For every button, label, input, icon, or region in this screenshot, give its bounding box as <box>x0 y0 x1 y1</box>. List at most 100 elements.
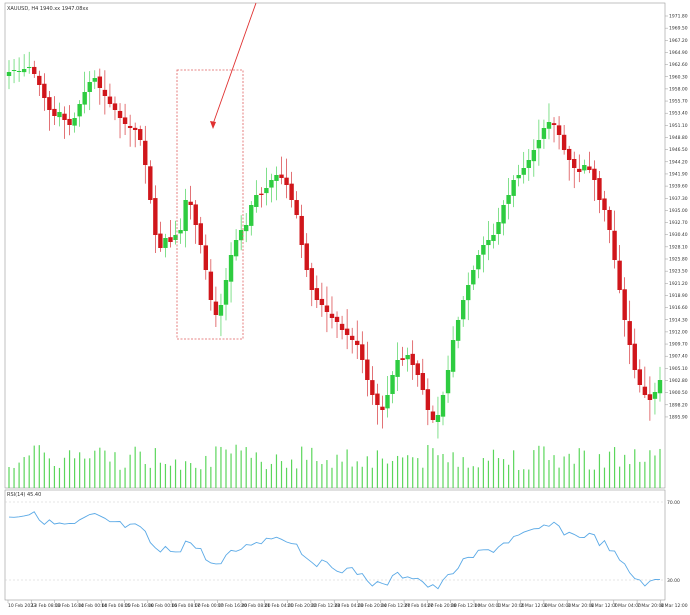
candle-body <box>612 230 617 260</box>
time-tick-label: 3 Mar 20:00 <box>567 603 594 609</box>
candle-body <box>572 158 577 168</box>
price-tick-label: 1937.30 <box>669 196 688 202</box>
candle-body <box>582 165 587 171</box>
candle-body <box>506 195 511 204</box>
candle-body <box>622 289 627 320</box>
candle-body <box>647 394 653 400</box>
candle-body <box>380 406 385 410</box>
rsi-panel-frame <box>4 489 666 601</box>
candle-body <box>481 245 486 255</box>
time-tick-label: 20 Feb 08:00 <box>241 603 271 609</box>
time-tick-label: 7 Mar 20:00 <box>637 603 664 609</box>
candle-body <box>365 359 370 380</box>
candle-body <box>496 222 501 235</box>
candle-body <box>511 180 516 196</box>
volume-histogram <box>8 444 661 488</box>
candle-body <box>501 205 506 224</box>
candle-body <box>117 110 123 118</box>
price-tick-label: 1898.20 <box>669 402 688 408</box>
price-tick-label: 1946.50 <box>669 147 688 153</box>
rsi-level-label-70: 70.00 <box>667 500 680 506</box>
candle-body <box>203 245 209 270</box>
candle-body <box>132 127 138 130</box>
candle-body <box>87 82 92 92</box>
candle-body <box>158 233 163 248</box>
price-tick-label: 1951.10 <box>669 123 688 129</box>
main-panel-frame <box>4 2 666 489</box>
candle-body <box>400 358 405 360</box>
candle-body <box>289 183 294 200</box>
selection-rectangle[interactable] <box>176 69 244 340</box>
candle-body <box>21 69 27 73</box>
time-tick-label: 22 Feb 12:00 <box>311 603 341 609</box>
candle-body <box>430 411 436 420</box>
candle-body <box>450 340 456 372</box>
candle-body <box>577 168 582 172</box>
candle-body <box>47 97 52 110</box>
price-tick-label: 1969.50 <box>669 26 688 32</box>
price-tick-label: 1914.30 <box>669 317 688 323</box>
price-tick-label: 1928.10 <box>669 244 688 250</box>
candle-body <box>375 393 380 405</box>
time-tick-label: 23 Feb 04:00 <box>334 603 364 609</box>
price-tick-label: 1953.40 <box>669 111 688 117</box>
candle-body <box>198 223 203 245</box>
candle-body <box>208 271 214 300</box>
candle-body <box>32 66 37 74</box>
candle-body <box>551 123 557 125</box>
candle-body <box>385 395 390 409</box>
candle-body <box>546 122 552 129</box>
candle-body <box>264 188 269 194</box>
time-tick-label: 17 Feb 00:00 <box>194 603 224 609</box>
candle-body <box>274 175 279 181</box>
candle-body <box>521 168 526 175</box>
candle-body <box>42 83 47 98</box>
time-tick-label: 7 Mar 04:00 <box>614 603 641 609</box>
candle-body <box>471 270 476 285</box>
candle-body <box>138 129 143 140</box>
time-tick-label: 27 Feb 04:00 <box>404 603 434 609</box>
candle-body <box>122 117 128 124</box>
candle-body <box>52 108 57 116</box>
price-tick-label: 1935.00 <box>669 208 688 214</box>
candle-body <box>254 195 259 207</box>
candle-body <box>420 373 426 390</box>
candle-body <box>355 340 360 345</box>
time-tick-label: 6 Mar 12:00 <box>591 603 618 609</box>
candle-body <box>349 335 355 340</box>
candle-body <box>360 344 365 360</box>
candle-body <box>329 313 335 318</box>
candle-body <box>82 92 87 105</box>
price-tick-label: 1923.50 <box>669 269 688 275</box>
candle-body <box>324 305 330 312</box>
candle-body <box>92 78 97 82</box>
candle-body <box>97 76 103 88</box>
price-tick-label: 1941.90 <box>669 171 688 177</box>
candle-body <box>37 75 42 85</box>
time-tick-label: 13 Feb 16:00 <box>55 603 85 609</box>
trend-arrow-line[interactable] <box>212 2 257 125</box>
candle-body <box>77 104 82 117</box>
candle-body <box>223 280 229 305</box>
candle-body <box>26 67 32 68</box>
candle-body <box>460 300 466 320</box>
candle-body <box>415 363 420 375</box>
candle-body <box>107 96 113 104</box>
candlesticks <box>6 51 663 439</box>
candle-body <box>299 215 304 245</box>
candle-body <box>148 166 153 200</box>
price-tick-label: 1971.80 <box>669 14 688 20</box>
candle-body <box>370 380 375 395</box>
candle-body <box>334 316 340 322</box>
candle-body <box>425 389 431 410</box>
price-tick-label: 1958.00 <box>669 86 688 92</box>
price-tick-label: 1944.20 <box>669 159 688 165</box>
candle-body <box>233 240 239 257</box>
price-tick-label: 1900.50 <box>669 390 688 396</box>
rsi-line <box>8 511 661 590</box>
candle-body <box>395 360 400 377</box>
time-tick-label: 21 Feb 04:00 <box>264 603 294 609</box>
candle-body <box>440 395 446 417</box>
